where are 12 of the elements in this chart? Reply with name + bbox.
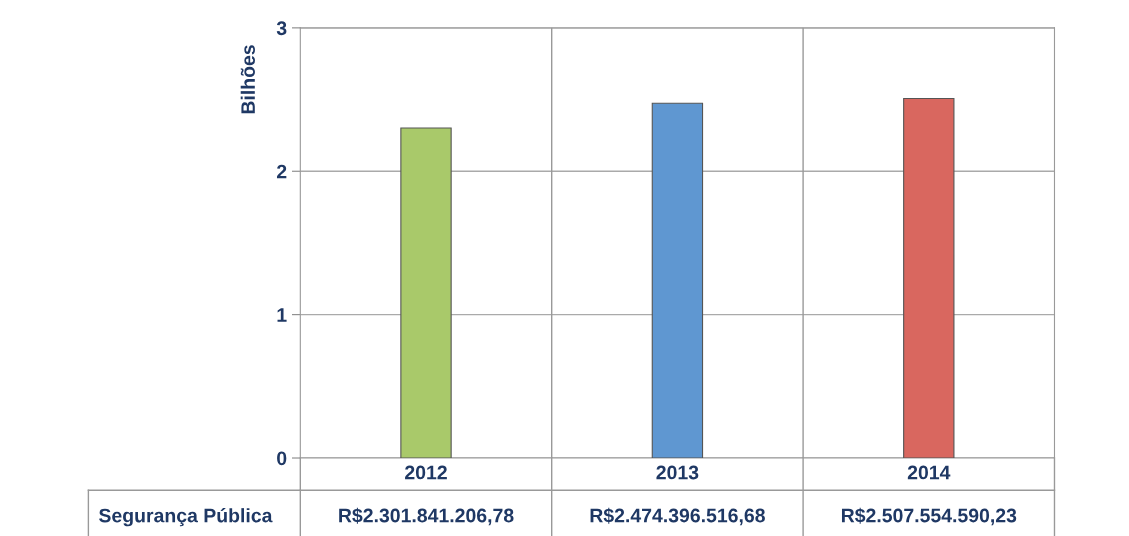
- y-tick-label: 1: [277, 308, 287, 322]
- data-label: R$2.301.841.206,78: [339, 507, 514, 526]
- data-label: R$2.474.396.516,68: [590, 507, 765, 526]
- y-axis-title: Bilhões: [240, 45, 255, 114]
- x-tick-label: 2013: [656, 465, 699, 480]
- text: Segurança Pública: [99, 507, 273, 527]
- y-tick-label: 0: [277, 451, 287, 466]
- x-tick-label: 2014: [907, 465, 951, 480]
- data-label: R$2.507.554.590,23: [841, 507, 1017, 526]
- y-tick-label: 3: [276, 21, 287, 36]
- x-tick-label: 2012: [405, 465, 447, 480]
- y-tick-label: 2: [276, 164, 287, 179]
